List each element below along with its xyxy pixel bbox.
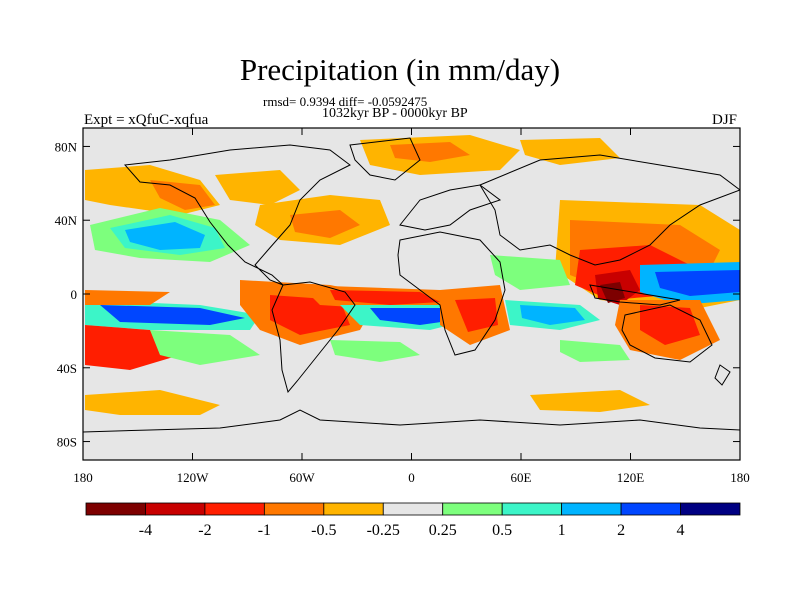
coast-new-zealand [714, 364, 731, 386]
anomaly-atlantic-wet-core [370, 308, 455, 325]
colorbar-boxes [85, 502, 741, 516]
colorbar-box [620, 502, 681, 516]
y-tick-label: 80N [55, 139, 78, 154]
anomaly-southern-ocean-dry [85, 390, 220, 415]
colorbar-label: -2 [198, 522, 211, 539]
colorbar-box [382, 502, 444, 516]
colorbar-labels: -4 -2 -1 -0.5 -0.25 0.25 0.5 1 2 4 [139, 522, 685, 539]
anomaly-pacific-wet-band-core [655, 270, 740, 296]
y-tick-label: 80S [57, 435, 77, 450]
anomaly-arctic-dry-core [390, 142, 470, 162]
coast-asia [479, 154, 740, 266]
colorbar-box [442, 502, 503, 516]
colorbar-box [323, 502, 384, 516]
figure-title: Precipitation (in mm/day) [239, 52, 561, 87]
anomaly-south-pacific-wet [150, 330, 260, 365]
colorbar-box [145, 502, 206, 516]
stats-text: rmsd= 0.9394 diff= -0.0592475 [263, 94, 428, 109]
anomaly-north-pacific-dry-core [150, 180, 215, 210]
anomaly-north-america-dry [215, 170, 300, 205]
y-tick-label: 40N [55, 213, 78, 228]
coast-north-america [123, 144, 351, 286]
anomaly-east-pacific-wet-core [100, 305, 245, 325]
colorbar-label: 1 [558, 522, 566, 539]
x-tick-label: 120W [177, 470, 210, 485]
anomaly-southern-ocean-wet [330, 340, 420, 362]
coast-indonesia [589, 284, 681, 306]
y-tick-label: 40S [57, 361, 77, 376]
period-text: 1032kyr BP - 0000kyr BP [322, 106, 468, 121]
anomaly-siberia-dry [520, 138, 620, 165]
colorbar-box [204, 502, 265, 516]
colorbar-label: -1 [258, 522, 271, 539]
anomaly-atlantic-dry-core [290, 210, 360, 238]
x-tick-label: 60E [511, 470, 532, 485]
colorbar-label: 0.5 [492, 522, 512, 539]
colorbar-label: 0.25 [429, 522, 457, 539]
axis-tick-labels: 180 120W 60W 0 60E 120E 180 80N 40N 0 40S 80S [55, 139, 750, 485]
coast-greenland [349, 137, 421, 181]
season-label: DJF [712, 112, 738, 128]
anomaly-africa-dry-core [455, 298, 498, 332]
colorbar-box [263, 502, 325, 516]
experiment-label: Expt = xQfuC-xqfua [84, 112, 209, 128]
colorbar-label: 4 [677, 522, 685, 539]
coast-africa [397, 231, 506, 356]
colorbar-box [561, 502, 622, 516]
precip-anomaly-field [85, 135, 740, 415]
anomaly-southern-ocean-dry-2 [530, 390, 650, 412]
colorbar-label: -0.5 [311, 522, 336, 539]
anomaly-arabian-sea-wet [490, 255, 570, 290]
anomaly-indian-ocean-wet-core [520, 305, 585, 325]
x-tick-label: 180 [73, 470, 93, 485]
coast-europe [399, 184, 502, 231]
coast-antarctica [83, 409, 740, 433]
x-tick-label: 120E [617, 470, 645, 485]
anomaly-north-pacific-wet-core [125, 222, 205, 250]
y-tick-label: 0 [71, 287, 78, 302]
coast-australia [621, 304, 713, 363]
anomaly-australia-dry-core [640, 305, 700, 345]
x-tick-label: 0 [408, 470, 415, 485]
colorbar-box [680, 502, 741, 516]
coast-south-america [271, 281, 356, 394]
anomaly-equatorial-atlantic-dry-core [330, 290, 440, 305]
colorbar-label: 2 [617, 522, 625, 539]
colorbar-box [501, 502, 563, 516]
colorbar-label: -0.25 [367, 522, 400, 539]
x-tick-label: 180 [730, 470, 750, 485]
coastlines [83, 137, 740, 433]
colorbar-label: -4 [139, 522, 152, 539]
anomaly-south-pacific-dry [85, 290, 170, 305]
axis-ticks [82, 128, 741, 460]
colorbar-box [85, 502, 146, 516]
anomaly-indian-south-wet [560, 340, 630, 362]
x-tick-label: 60W [289, 470, 315, 485]
